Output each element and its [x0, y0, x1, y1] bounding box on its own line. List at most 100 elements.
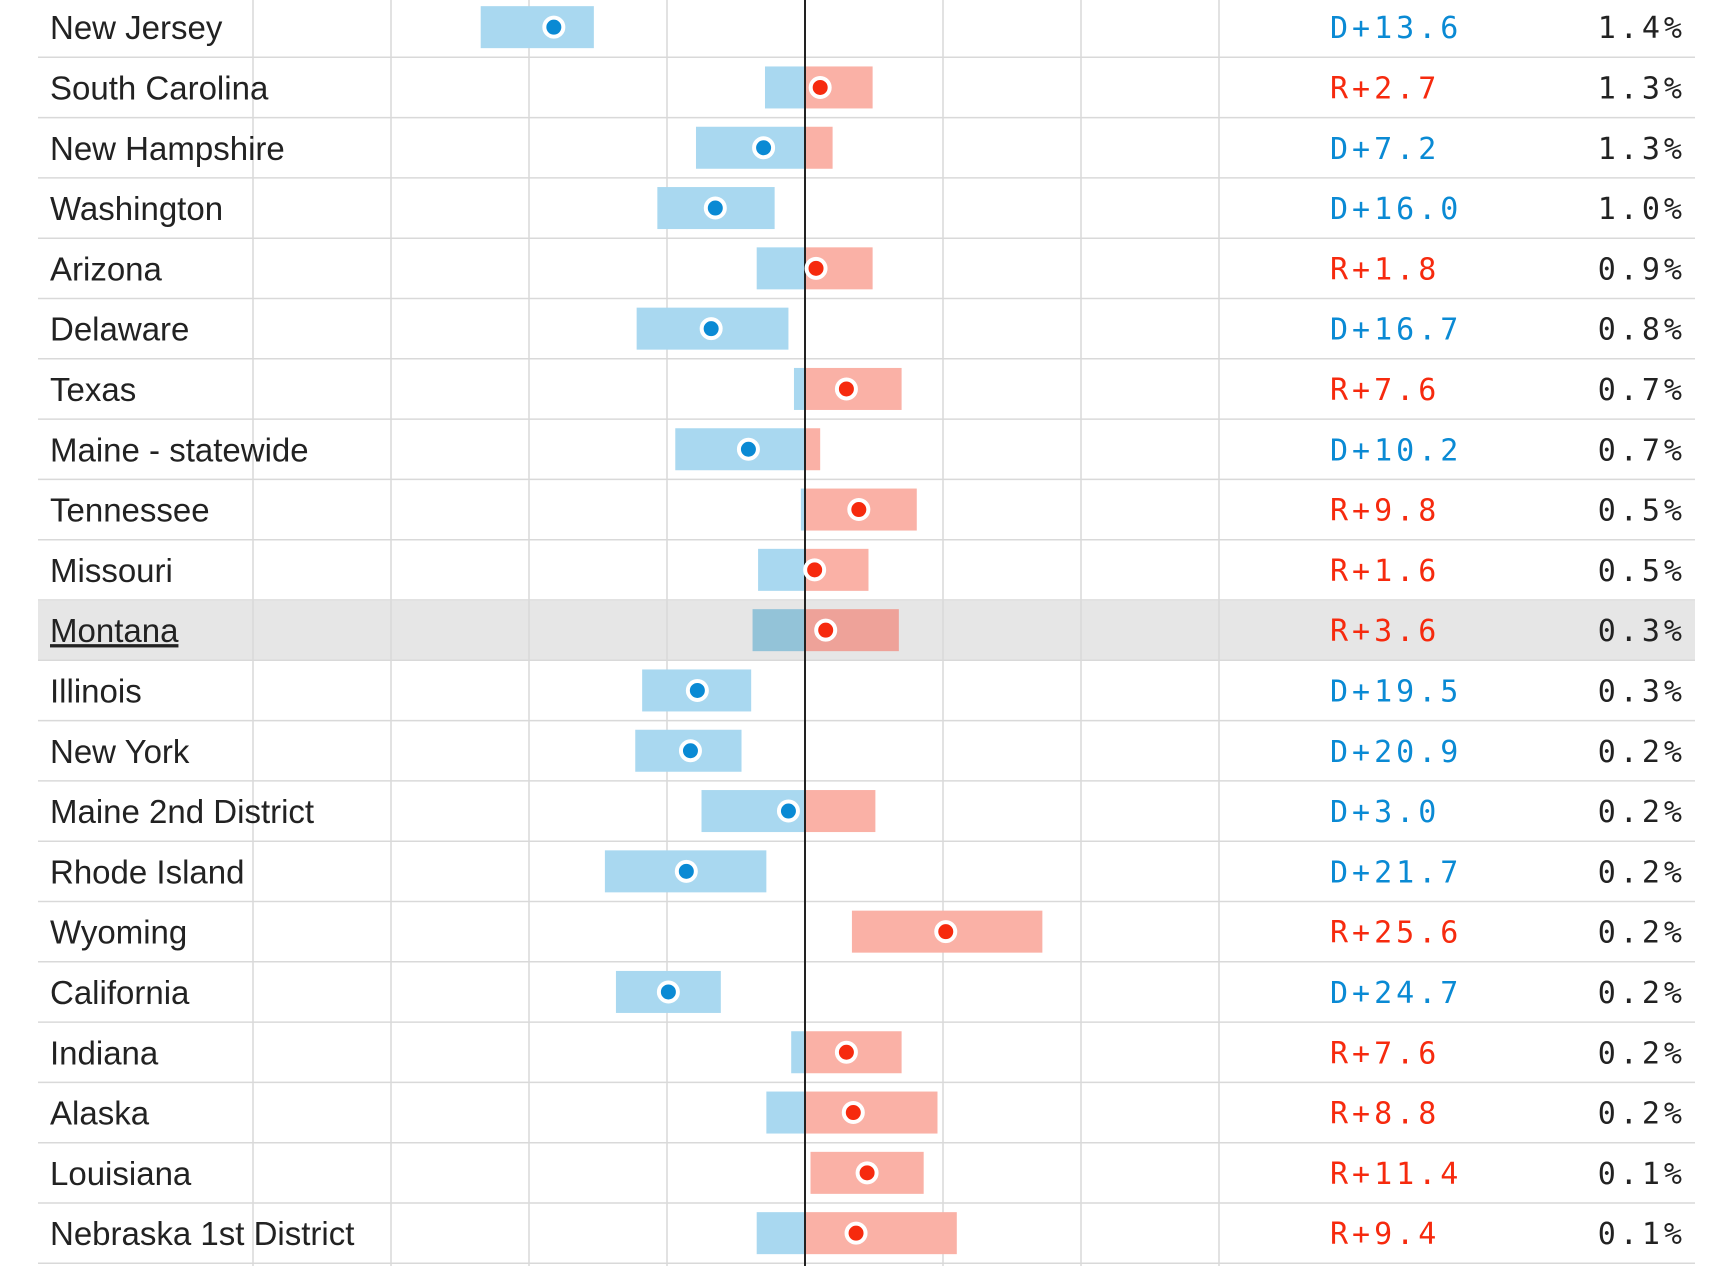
margin-label: R+2.7	[1330, 71, 1440, 106]
table-row[interactable]: Tennessee R+9.8 0.5%	[50, 488, 1686, 531]
share-label: 1.3%	[1598, 132, 1686, 167]
table-row[interactable]: Maine - statewide D+10.2 0.7%	[50, 428, 1686, 471]
dem-range-bar	[764, 66, 805, 109]
share-label: 1.0%	[1598, 192, 1686, 227]
state-name[interactable]: Montana	[50, 612, 179, 649]
table-row[interactable]: Nebraska 1st District R+9.4 0.1%	[50, 1212, 1686, 1255]
projected-margin-dot	[699, 317, 723, 341]
table-row[interactable]: New Hampshire D+7.2 1.3%	[50, 126, 1686, 169]
margin-label: R+3.6	[1330, 614, 1440, 649]
table-row[interactable]: Missouri R+1.6 0.5%	[50, 548, 1686, 591]
table-row[interactable]: Washington D+16.0 1.0%	[50, 187, 1686, 230]
share-label: 0.2%	[1598, 916, 1686, 951]
state-name[interactable]: Missouri	[50, 552, 173, 589]
share-label: 0.7%	[1598, 433, 1686, 468]
table-rows: New Jersey D+13.6 1.4% South Carolina R+2.7 1…	[50, 6, 1686, 1255]
dem-range-bar	[756, 1212, 805, 1255]
margin-label: R+1.8	[1330, 252, 1440, 287]
state-name[interactable]: Wyoming	[50, 914, 187, 951]
state-name[interactable]: Indiana	[50, 1034, 159, 1071]
table-row[interactable]: Rhode Island D+21.7 0.2%	[50, 850, 1686, 893]
share-label: 0.3%	[1598, 674, 1686, 709]
state-name[interactable]: Rhode Island	[50, 853, 244, 890]
state-name[interactable]: Texas	[50, 371, 136, 408]
dem-range-bar	[758, 548, 805, 591]
rep-range-bar	[805, 1091, 938, 1134]
margin-label: D+16.0	[1330, 192, 1462, 227]
state-name[interactable]: Nebraska 1st District	[50, 1215, 354, 1252]
table-row[interactable]: Alaska R+8.8 0.2%	[50, 1091, 1686, 1134]
table-row[interactable]: Montana R+3.6 0.3%	[50, 609, 1686, 652]
share-label: 0.5%	[1598, 554, 1686, 589]
projected-margin-dot	[834, 1040, 858, 1064]
margin-label: D+10.2	[1330, 433, 1462, 468]
projected-margin-dot	[855, 1161, 879, 1185]
share-label: 0.3%	[1598, 614, 1686, 649]
table-row[interactable]: Illinois D+19.5 0.3%	[50, 669, 1686, 712]
projected-margin-dot	[752, 136, 776, 160]
dem-range-bar	[800, 488, 805, 531]
margin-label: R+9.8	[1330, 494, 1440, 529]
margin-label: D+19.5	[1330, 674, 1462, 709]
margin-label: R+8.8	[1330, 1097, 1440, 1132]
projected-margin-dot	[656, 980, 680, 1004]
state-name[interactable]: Delaware	[50, 311, 189, 348]
state-name[interactable]: Maine - statewide	[50, 431, 309, 468]
share-label: 1.4%	[1598, 11, 1686, 46]
grid-lines	[38, 0, 1695, 1266]
state-name[interactable]: Washington	[50, 190, 223, 227]
projected-margin-dot	[776, 799, 800, 823]
margin-label: D+16.7	[1330, 313, 1462, 348]
projected-margin-dot	[834, 377, 858, 401]
projected-margin-dot	[847, 498, 871, 522]
table-row[interactable]: Louisiana R+11.4 0.1%	[50, 1151, 1686, 1194]
projected-margin-dot	[736, 437, 760, 461]
table-row[interactable]: Indiana R+7.6 0.2%	[50, 1031, 1686, 1074]
table-row[interactable]: South Carolina R+2.7 1.3%	[50, 66, 1686, 109]
share-label: 0.2%	[1598, 1097, 1686, 1132]
table-row[interactable]: New York D+20.9 0.2%	[50, 729, 1686, 772]
state-name[interactable]: New Hampshire	[50, 130, 285, 167]
state-name[interactable]: New Jersey	[50, 9, 223, 46]
margin-label: D+13.6	[1330, 11, 1462, 46]
state-name[interactable]: Louisiana	[50, 1155, 192, 1192]
projected-margin-dot	[803, 558, 827, 582]
table-row[interactable]: Arizona R+1.8 0.9%	[50, 247, 1686, 290]
table-row[interactable]: Wyoming R+25.6 0.2%	[50, 910, 1686, 953]
rep-range-bar	[805, 126, 833, 169]
dem-range-bar	[480, 6, 594, 49]
share-label: 0.2%	[1598, 1036, 1686, 1071]
table-row[interactable]: Maine 2nd District D+3.0 0.2%	[50, 790, 1686, 833]
margin-label: R+11.4	[1330, 1157, 1462, 1192]
share-label: 0.5%	[1598, 494, 1686, 529]
table-row[interactable]: New Jersey D+13.6 1.4%	[50, 6, 1686, 49]
state-name[interactable]: Alaska	[50, 1095, 150, 1132]
share-label: 0.2%	[1598, 976, 1686, 1011]
projected-margin-dot	[934, 920, 958, 944]
state-name[interactable]: New York	[50, 733, 190, 770]
state-name[interactable]: Arizona	[50, 250, 163, 287]
state-name[interactable]: South Carolina	[50, 69, 269, 106]
margin-label: D+20.9	[1330, 735, 1462, 770]
state-name[interactable]: Maine 2nd District	[50, 793, 314, 830]
rep-range-bar	[805, 790, 876, 833]
projected-margin-dot	[542, 15, 566, 39]
table-row[interactable]: Texas R+7.6 0.7%	[50, 367, 1686, 410]
rep-range-bar	[805, 1212, 957, 1255]
projected-margin-dot	[841, 1101, 865, 1125]
margin-label: D+7.2	[1330, 132, 1440, 167]
margin-label: D+21.7	[1330, 855, 1462, 890]
state-name[interactable]: Illinois	[50, 672, 142, 709]
dem-range-bar	[766, 1091, 805, 1134]
margin-label: R+9.4	[1330, 1217, 1440, 1252]
share-label: 0.9%	[1598, 252, 1686, 287]
state-name[interactable]: California	[50, 974, 190, 1011]
table-row[interactable]: Delaware D+16.7 0.8%	[50, 307, 1686, 350]
share-label: 0.2%	[1598, 855, 1686, 890]
table-row[interactable]: California D+24.7 0.2%	[50, 970, 1686, 1013]
share-label: 0.7%	[1598, 373, 1686, 408]
margin-label: D+24.7	[1330, 976, 1462, 1011]
margin-label: R+7.6	[1330, 1036, 1440, 1071]
projected-margin-dots	[542, 15, 958, 1245]
state-name[interactable]: Tennessee	[50, 492, 210, 529]
